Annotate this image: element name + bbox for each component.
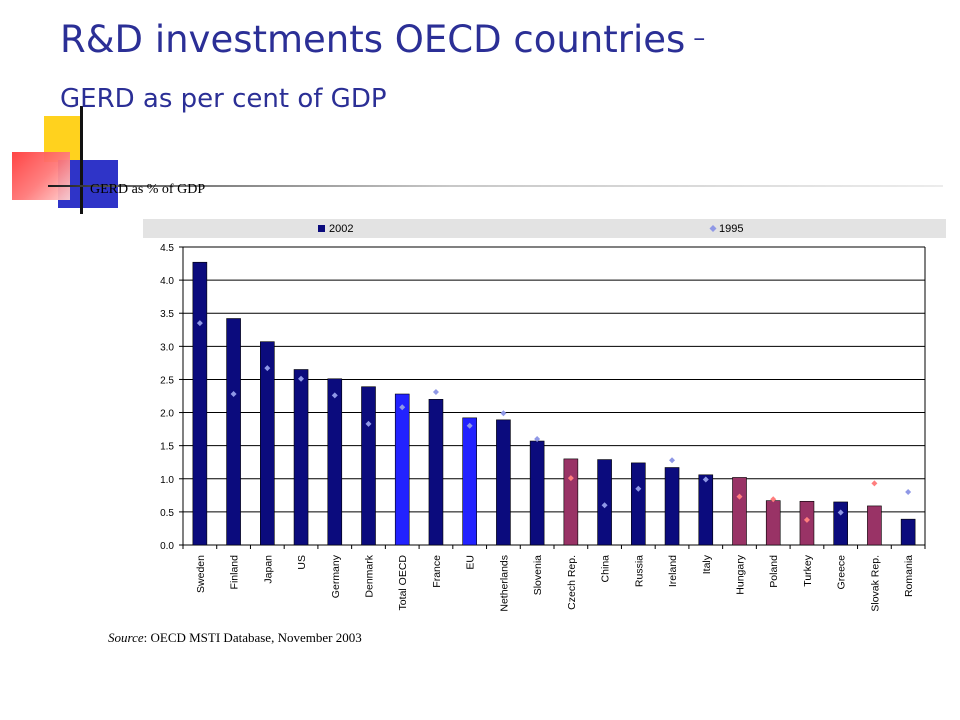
x-tick-label: Hungary [735,554,747,594]
marker-1995 [770,496,777,503]
bar-2002 [563,458,579,546]
legend-band [143,219,946,238]
x-tick-label: Slovenia [532,555,544,595]
marker-1995 [230,391,237,398]
x-tick-label: Russia [633,555,645,587]
decorative-vertical-line [80,106,83,214]
marker-1995 [601,502,608,509]
x-tick-label: Poland [768,555,780,588]
x-tick-label: Turkey [802,554,814,586]
bar-2002 [361,386,376,546]
bar-2002 [833,501,848,546]
source-label: Source [108,630,144,645]
y-tick-label: 0.0 [160,541,174,552]
y-tick-label: 2.0 [160,409,174,420]
slide-title-dash: – [693,24,706,52]
legend-label-1995: 1995 [719,223,743,235]
marker-1995 [871,480,878,487]
y-tick-label: 2.5 [160,375,174,386]
marker-1995 [736,493,743,500]
marker-1995 [399,404,406,411]
bar-2002 [226,318,241,546]
marker-1995 [567,475,574,482]
marker-1995 [466,422,473,429]
legend-marker-1995 [709,225,717,232]
x-tick-label: Slovak Rep. [869,555,881,612]
marker-1995 [331,392,338,399]
y-tick-label: 1.0 [160,475,174,486]
slide-title: R&D investments OECD countries – [60,18,705,61]
marker-1995 [534,436,541,443]
bar-2002 [732,477,747,546]
x-tick-label: Netherlands [498,555,510,612]
bar-2002 [867,505,882,546]
x-tick-label: France [431,555,443,588]
x-tick-label: Japan [262,555,274,584]
slide-title-text: R&D investments OECD countries [60,18,686,61]
bar-2002 [765,500,781,546]
slide-subtitle: GERD as per cent of GDP [60,84,387,114]
x-tick-label: Ireland [667,555,679,587]
bar-2002 [631,462,646,546]
decorative-square-red [12,152,70,200]
marker-1995 [635,485,642,492]
y-tick-label: 1.5 [160,442,174,453]
x-tick-label: Denmark [364,554,376,597]
marker-1995 [837,509,844,516]
x-tick-label: Sweden [195,555,207,593]
marker-1995 [669,457,676,464]
y-tick-label: 0.5 [160,508,174,519]
y-tick-label: 4.0 [160,276,174,287]
bar-2002 [428,399,444,546]
marker-1995 [905,489,912,496]
x-tick-label: Finland [229,555,241,590]
y-tick-label: 3.5 [160,309,174,320]
chart-caption: GERD as % of GDP [90,182,206,197]
x-tick-label: Total OECD [397,555,409,611]
legend-swatch-2002 [318,225,325,232]
marker-1995 [432,389,439,396]
marker-1995 [264,365,271,372]
y-tick-label: 3.0 [160,342,174,353]
bar-2002 [192,261,208,546]
bar-2002 [698,474,714,546]
legend-label-2002: 2002 [329,223,353,235]
x-tick-label: China [600,555,612,583]
bar-2002 [327,378,343,546]
x-tick-label: Germany [330,554,342,598]
bar-2002 [462,417,477,546]
marker-1995 [500,410,507,417]
x-tick-label: Romania [903,555,915,597]
marker-1995 [365,420,372,427]
x-tick-label: Czech Rep. [566,555,578,610]
x-tick-label: EU [465,555,477,570]
bar-2002 [260,341,275,546]
bar-2002 [293,369,309,546]
marker-1995 [702,476,709,483]
bar-2002 [900,518,916,546]
bar-2002 [664,467,680,546]
marker-1995 [298,375,305,382]
bar-2002 [529,440,545,546]
bar-2002 [799,500,815,546]
x-tick-label: US [296,555,308,570]
x-tick-label: Greece [836,555,848,590]
bar-2002 [496,419,511,546]
decorative-horizontal-rule [48,185,943,187]
source-text: : OECD MSTI Database, November 2003 [143,630,362,645]
marker-1995 [803,516,810,523]
bar-2002 [394,393,410,546]
x-tick-label: Italy [701,554,713,574]
y-tick-label: 4.5 [160,243,174,254]
marker-1995 [196,320,203,327]
source-note: Source: OECD MSTI Database, November 200… [108,630,362,646]
